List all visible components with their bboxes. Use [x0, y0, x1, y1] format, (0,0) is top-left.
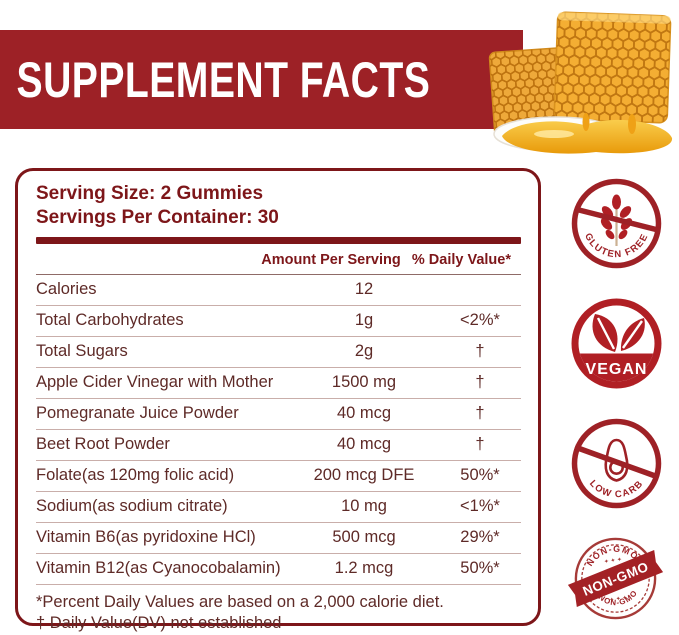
nutrient-amount: 12: [289, 280, 439, 299]
divider-bar: [36, 237, 521, 244]
table-row: Total Sugars 2g †: [36, 337, 521, 368]
banner-title: SUPPLEMENT FACTS: [0, 50, 430, 108]
nutrient-amount: 2g: [289, 342, 439, 361]
banner: SUPPLEMENT FACTS: [0, 30, 523, 129]
nutrient-daily-value: 50%*: [439, 559, 521, 578]
nutrient-amount: 1500 mg: [289, 373, 439, 392]
nutrient-name: Folate(as 120mg folic acid): [36, 466, 289, 485]
nutrient-daily-value: †: [439, 404, 521, 423]
table-row: Folate(as 120mg folic acid) 200 mcg DFE …: [36, 461, 521, 492]
honeycomb-front-block: [551, 8, 678, 127]
column-headers: Amount Per Serving % Daily Value*: [36, 244, 521, 275]
honey-highlight: [534, 130, 574, 138]
vegan-label: VEGAN: [586, 361, 648, 378]
nutrient-daily-value: †: [439, 373, 521, 392]
nutrient-name: Total Carbohydrates: [36, 311, 289, 330]
honey-drip: [583, 113, 590, 131]
nutrient-name: Calories: [36, 280, 289, 299]
nutrient-daily-value: <1%*: [439, 497, 521, 516]
nutrient-amount: 40 mcg: [289, 404, 439, 423]
gluten-free-badge: GLUTEN FREE: [569, 176, 664, 271]
stamp: NON-GMO NON-GMO ✦ ✦ ✦ ✦ ✦ ✦ NON-GMO: [566, 533, 665, 625]
table-row: Vitamin B6(as pyridoxine HCl) 500 mcg 29…: [36, 523, 521, 554]
nutrient-daily-value: †: [439, 435, 521, 454]
servings-per-container: Servings Per Container: 30: [36, 206, 521, 230]
column-amount-header: Amount Per Serving: [231, 252, 401, 268]
honey-drip: [628, 114, 636, 134]
nutrient-amount: 500 mcg: [289, 528, 439, 547]
nutrient-amount: 40 mcg: [289, 435, 439, 454]
nutrient-daily-value: †: [439, 342, 521, 361]
non-gmo-badge: NON-GMO NON-GMO ✦ ✦ ✦ ✦ ✦ ✦ NON-GMO: [566, 529, 665, 628]
nutrient-name: Apple Cider Vinegar with Mother: [36, 373, 289, 392]
nutrient-name: Sodium(as sodium citrate): [36, 497, 289, 516]
table-row: Vitamin B12(as Cyanocobalamin) 1.2 mcg 5…: [36, 554, 521, 585]
nutrient-name: Vitamin B6(as pyridoxine HCl): [36, 528, 289, 547]
table-row: Calories 12: [36, 275, 521, 306]
column-daily-value-header: % Daily Value*: [401, 252, 521, 268]
table-row: Pomegranate Juice Powder 40 mcg †: [36, 399, 521, 430]
low-carb-badge: LOW CARB: [569, 416, 664, 511]
nutrient-daily-value: 29%*: [439, 528, 521, 547]
table-row: Beet Root Powder 40 mcg †: [36, 430, 521, 461]
facts-panel: Serving Size: 2 Gummies Servings Per Con…: [15, 168, 541, 626]
nutrient-daily-value: 50%*: [439, 466, 521, 485]
serving-size: Serving Size: 2 Gummies: [36, 182, 521, 206]
nutrient-name: Vitamin B12(as Cyanocobalamin): [36, 559, 289, 578]
vegan-badge: VEGAN: [569, 296, 664, 391]
honeycomb-image: [484, 0, 679, 160]
table-row: Total Carbohydrates 1g <2%*: [36, 306, 521, 337]
table-row: Sodium(as sodium citrate) 10 mg <1%*: [36, 492, 521, 523]
nutrient-name: Beet Root Powder: [36, 435, 289, 454]
nutrient-amount: 1g: [289, 311, 439, 330]
nutrient-amount: 200 mcg DFE: [289, 466, 439, 485]
nutrient-name: Total Sugars: [36, 342, 289, 361]
facts-table: Calories 12 Total Carbohydrates 1g <2%* …: [36, 275, 521, 585]
footnote-dagger: † Daily Value(DV) not established: [36, 613, 521, 635]
footnotes: *Percent Daily Values are based on a 2,0…: [36, 592, 521, 635]
nutrient-name: Pomegranate Juice Powder: [36, 404, 289, 423]
table-row: Apple Cider Vinegar with Mother 1500 mg …: [36, 368, 521, 399]
nutrient-daily-value: <2%*: [439, 311, 521, 330]
nutrient-amount: 1.2 mcg: [289, 559, 439, 578]
nutrient-amount: 10 mg: [289, 497, 439, 516]
footnote-percent-dv: *Percent Daily Values are based on a 2,0…: [36, 592, 521, 614]
